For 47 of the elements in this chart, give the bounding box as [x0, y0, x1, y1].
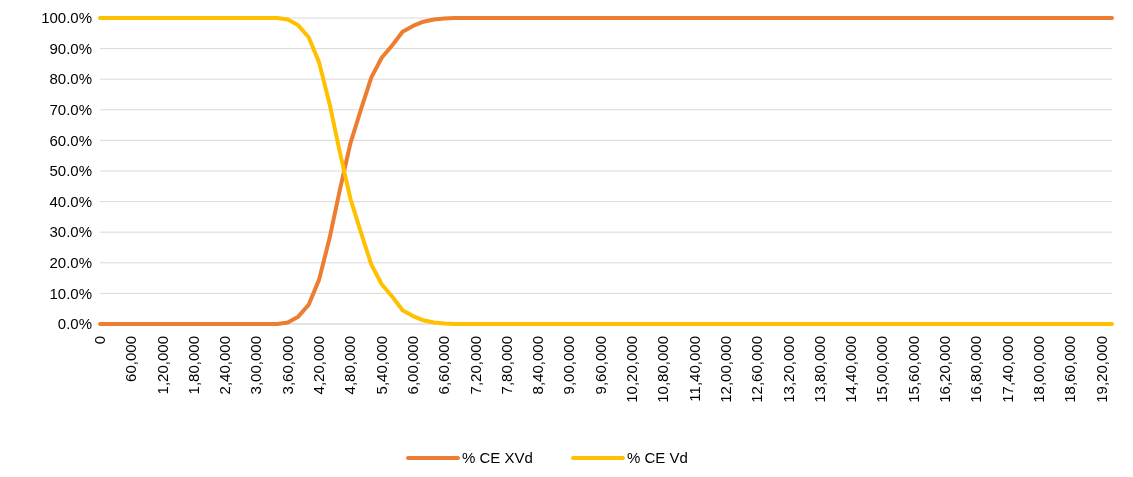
y-tick-label: 100.0%: [41, 9, 92, 27]
y-tick-label: 70.0%: [49, 101, 92, 119]
x-tick-label: 8,40,000: [529, 336, 547, 395]
x-tick-label: 14,40,000: [842, 336, 860, 403]
x-tick-label: 1,80,000: [184, 336, 202, 395]
x-tick-label: 15,00,000: [873, 336, 891, 403]
y-tick-label: 80.0%: [49, 70, 92, 88]
x-tick-label: 18,00,000: [1029, 336, 1047, 403]
x-tick-label: 18,60,000: [1061, 336, 1079, 403]
x-tick-label: 3,60,000: [278, 336, 296, 395]
x-tick-label: 10,80,000: [654, 336, 672, 403]
y-tick-label: 0.0%: [57, 315, 92, 333]
x-tick-label: 2,40,000: [216, 336, 234, 395]
line-series: [98, 16, 1114, 326]
x-tick-label: 5,40,000: [372, 336, 390, 395]
x-tick-label: 7,20,000: [466, 336, 484, 395]
legend-label: % CE XVd: [462, 449, 533, 467]
y-tick-label: 20.0%: [49, 254, 92, 272]
x-tick-label: 17,40,000: [998, 336, 1016, 403]
x-tick-label: 0: [91, 336, 108, 345]
x-tick-label: 16,20,000: [936, 336, 954, 403]
x-tick-label: 19,20,000: [1092, 336, 1110, 403]
legend-label: % CE Vd: [627, 449, 688, 467]
x-tick-label: 13,20,000: [779, 336, 797, 403]
y-tick-label: 90.0%: [49, 39, 92, 57]
x-tick-label: 12,60,000: [748, 336, 766, 403]
x-tick-label: 9,60,000: [591, 336, 609, 395]
x-tick-label: 4,20,000: [310, 336, 328, 395]
y-tick-label: 60.0%: [49, 131, 92, 149]
x-tick-label: 4,80,000: [341, 336, 359, 395]
x-tick-label: 12,00,000: [716, 336, 734, 403]
x-tick-label: 3,00,000: [247, 336, 265, 395]
x-tick-label: 60,000: [122, 336, 140, 382]
x-tick-label: 11,40,000: [685, 336, 703, 402]
x-tick-label: 10,20,000: [623, 336, 641, 403]
x-tick-label: 6,00,000: [403, 336, 421, 395]
y-tick-label: 10.0%: [49, 284, 92, 302]
x-tick-label: 15,60,000: [904, 336, 922, 403]
x-tick-label: 16,80,000: [967, 336, 985, 403]
x-tick-label: 7,80,000: [497, 336, 515, 395]
y-tick-label: 40.0%: [49, 192, 92, 210]
y-tick-label: 30.0%: [49, 223, 92, 241]
x-tick-label: 1,20,000: [153, 336, 171, 395]
y-tick-label: 50.0%: [49, 162, 92, 180]
x-tick-label: 9,00,000: [560, 336, 578, 395]
x-tick-label: 6,60,000: [435, 336, 453, 395]
x-tick-label: 13,80,000: [810, 336, 828, 403]
